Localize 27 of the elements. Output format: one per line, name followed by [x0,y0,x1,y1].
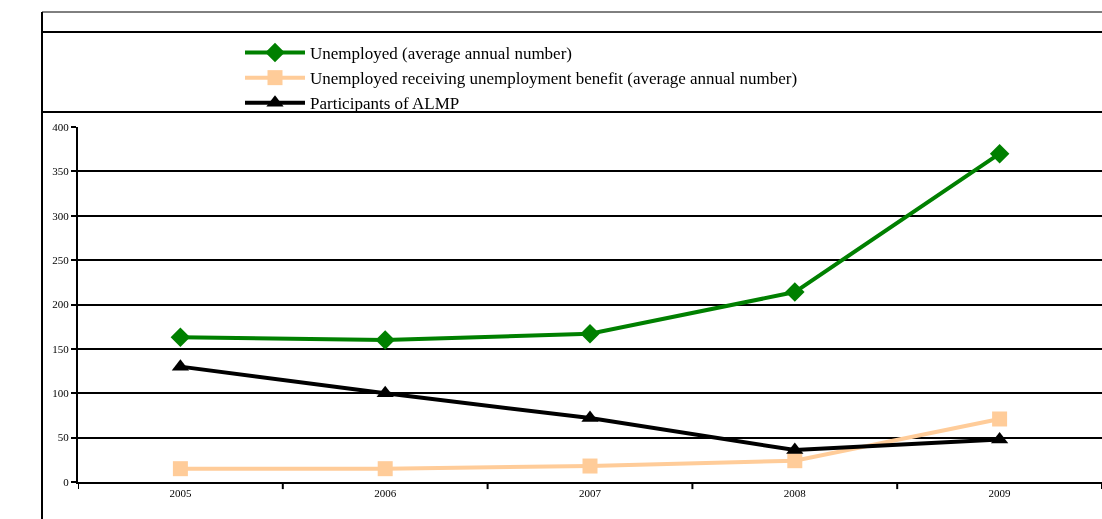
point [377,461,393,477]
x-tick-label: 2006 [374,487,397,500]
x-tick-label: 2009 [988,487,1012,500]
point [785,282,805,302]
legend-label: Unemployed receiving unemployment benefit (average annual number) [310,69,798,89]
y-tick-label: 0 [63,475,70,488]
point [787,453,803,469]
y-tick-label: 400 [52,120,70,133]
legend-label: Unemployed (average annual number) [310,44,572,64]
x-tick-label: 2008 [783,487,807,500]
point [170,327,191,348]
x-tick-label: 2007 [579,487,602,500]
legend-label: Participants of ALMP [310,94,460,114]
y-tick-label: 50 [57,431,70,444]
y-tick-label: 350 [52,165,70,178]
point [172,461,188,477]
y-tick-label: 100 [52,387,70,400]
point [992,411,1008,427]
y-tick-label: 300 [52,209,70,222]
point [375,330,395,350]
x-tick-label: 2005 [169,487,192,500]
point [989,143,1010,164]
y-tick-label: 200 [52,298,70,311]
point [580,324,600,344]
point [582,458,598,474]
y-tick-label: 150 [52,342,70,355]
y-tick-label: 250 [52,253,70,266]
